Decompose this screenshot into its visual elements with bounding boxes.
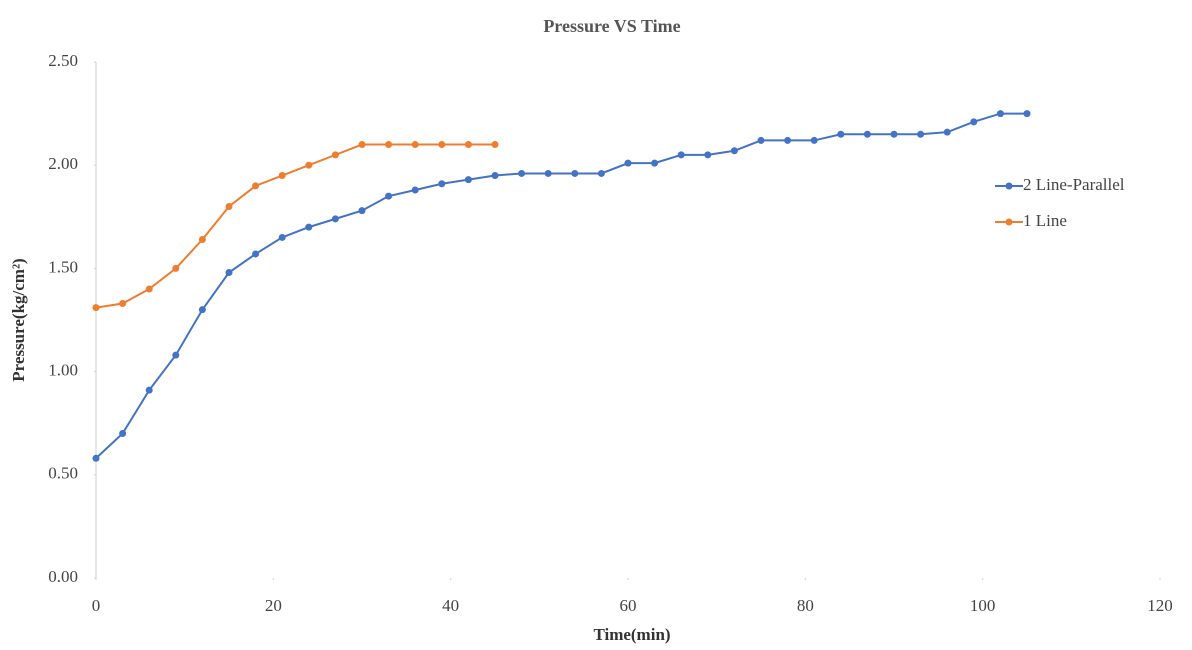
data-point xyxy=(704,151,712,159)
data-point xyxy=(438,141,446,149)
y-tick-label: 1.00 xyxy=(48,361,78,380)
data-point xyxy=(172,264,180,272)
data-point xyxy=(917,130,925,138)
data-point xyxy=(1023,110,1031,118)
x-tick-label: 40 xyxy=(442,596,459,615)
data-point xyxy=(198,236,206,244)
data-point xyxy=(358,207,366,215)
x-tick-label: 80 xyxy=(797,596,814,615)
data-point xyxy=(784,136,792,144)
x-tick-label: 20 xyxy=(265,596,282,615)
legend-marker xyxy=(1005,182,1013,190)
data-point xyxy=(890,130,898,138)
data-point xyxy=(411,186,419,194)
data-point xyxy=(464,141,472,149)
data-point xyxy=(145,386,153,394)
data-point xyxy=(491,141,499,149)
data-point xyxy=(119,299,127,307)
data-point xyxy=(597,169,605,177)
y-axis-title: Pressure(kg/cm²) xyxy=(9,258,28,381)
data-point xyxy=(730,147,738,155)
data-point xyxy=(331,215,339,223)
data-point xyxy=(278,233,286,241)
data-point xyxy=(810,136,818,144)
data-point xyxy=(172,351,180,359)
data-point xyxy=(491,172,499,180)
data-point xyxy=(544,169,552,177)
data-point xyxy=(331,151,339,159)
data-point xyxy=(92,304,100,312)
x-tick-label: 60 xyxy=(620,596,637,615)
data-point xyxy=(119,430,127,438)
legend-label: 2 Line-Parallel xyxy=(1023,175,1125,194)
data-point xyxy=(305,223,313,231)
data-point xyxy=(970,118,978,126)
data-point xyxy=(677,151,685,159)
data-point xyxy=(464,176,472,184)
data-point xyxy=(863,130,871,138)
data-point xyxy=(411,141,419,149)
data-point xyxy=(252,250,260,258)
data-point xyxy=(358,141,366,149)
chart-title: Pressure VS Time xyxy=(543,16,680,36)
data-point xyxy=(651,159,659,167)
legend-marker xyxy=(1005,218,1013,226)
x-tick-label: 100 xyxy=(970,596,996,615)
y-tick-label: 1.50 xyxy=(48,257,78,276)
data-point xyxy=(385,141,393,149)
y-tick-label: 0.00 xyxy=(48,567,78,586)
x-axis-title: Time(min) xyxy=(593,625,670,644)
legend-label: 1 Line xyxy=(1023,211,1067,230)
data-point xyxy=(624,159,632,167)
data-point xyxy=(571,169,579,177)
data-point xyxy=(757,136,765,144)
data-point xyxy=(225,202,233,210)
y-tick-label: 0.50 xyxy=(48,464,78,483)
data-point xyxy=(996,110,1004,118)
series-line xyxy=(95,143,495,309)
data-point xyxy=(225,269,233,277)
data-point xyxy=(518,169,526,177)
data-point xyxy=(278,172,286,180)
data-point xyxy=(385,192,393,200)
data-point xyxy=(145,285,153,293)
series-line xyxy=(95,112,1027,460)
data-point xyxy=(943,128,951,136)
y-tick-label: 2.50 xyxy=(48,51,78,70)
y-tick-label: 2.00 xyxy=(48,154,78,173)
data-point xyxy=(198,306,206,314)
data-point xyxy=(305,161,313,169)
x-tick-label: 0 xyxy=(92,596,101,615)
data-point xyxy=(252,182,260,190)
data-point xyxy=(92,454,100,462)
data-point xyxy=(438,180,446,188)
x-tick-label: 120 xyxy=(1147,596,1173,615)
data-point xyxy=(837,130,845,138)
